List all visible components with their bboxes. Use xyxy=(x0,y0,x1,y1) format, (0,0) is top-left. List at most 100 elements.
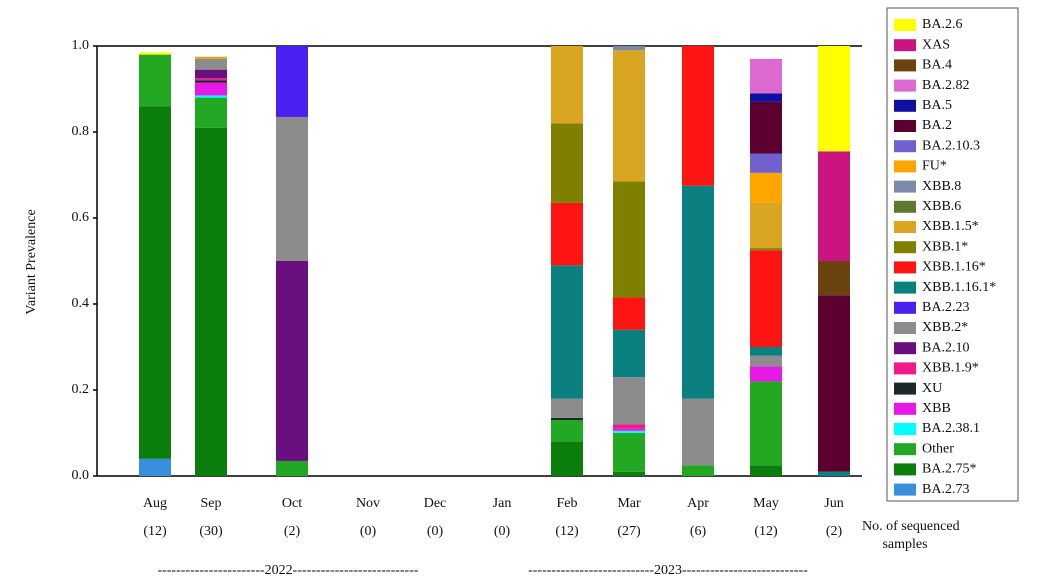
bar-segment xyxy=(750,250,782,347)
x-tick-label: Sep xyxy=(201,496,222,511)
legend-swatch xyxy=(894,180,916,193)
legend-swatch xyxy=(894,342,916,355)
bar-segment xyxy=(195,97,227,128)
legend-swatch xyxy=(894,281,916,294)
legend-label: Other xyxy=(922,441,954,456)
legend-swatch xyxy=(894,99,916,112)
legend-swatch xyxy=(894,382,916,395)
x-tick-label: Feb xyxy=(557,496,578,511)
legend-swatch xyxy=(894,120,916,132)
bar-segment xyxy=(750,172,782,203)
sample-count: (0) xyxy=(494,524,511,539)
legend-swatch xyxy=(894,301,916,314)
legend-swatch xyxy=(894,322,916,334)
x-tick-label: Jun xyxy=(824,496,843,511)
legend-swatch xyxy=(894,59,916,72)
bar-segment xyxy=(750,153,782,173)
bar-segment xyxy=(551,123,583,203)
legend-swatch xyxy=(894,402,916,415)
bar-segment xyxy=(750,355,782,367)
bar-segment xyxy=(682,465,714,476)
x-tick-label: Aug xyxy=(143,496,167,511)
y-axis-label: Variant Prevalence xyxy=(24,209,39,314)
bar-segment xyxy=(139,106,171,459)
legend-swatch xyxy=(894,39,916,52)
bar-segment xyxy=(276,116,308,261)
bar-segment xyxy=(613,329,645,378)
x-tick-label: Mar xyxy=(617,496,641,511)
bar-segment xyxy=(682,185,714,399)
legend-label: BA.2.10.3 xyxy=(922,138,980,153)
bar-segment xyxy=(750,366,782,382)
y-tick-label: 0.6 xyxy=(72,210,90,225)
bar-segment xyxy=(551,441,583,476)
bar-segment xyxy=(613,471,645,476)
legend-label: BA.2.75* xyxy=(922,462,976,477)
samples-note: samples xyxy=(882,537,927,552)
bar-segment xyxy=(750,101,782,154)
bar-segment xyxy=(195,127,227,476)
legend-label: XBB xyxy=(922,401,951,416)
legend-label: XBB.1.5* xyxy=(922,219,979,234)
legend-label: BA.2.10 xyxy=(922,340,969,355)
y-tick-label: 1.0 xyxy=(72,38,90,53)
bar-segment xyxy=(750,202,782,249)
bar-segment xyxy=(750,347,782,356)
bar-segment xyxy=(613,430,645,433)
bar-segment xyxy=(750,248,782,251)
legend-label: XU xyxy=(922,381,942,396)
bar-segment xyxy=(750,58,782,94)
x-tick-label: Dec xyxy=(424,496,447,511)
legend-swatch xyxy=(894,483,916,496)
legend-swatch xyxy=(894,160,916,173)
legend-swatch xyxy=(894,443,916,456)
legend-label: BA.2.6 xyxy=(922,17,962,32)
legend-label: XBB.2* xyxy=(922,320,968,335)
y-tick-label: 0.2 xyxy=(72,382,90,397)
legend-swatch xyxy=(894,241,916,254)
sample-count: (6) xyxy=(690,524,707,539)
legend-label: BA.2.73 xyxy=(922,482,969,497)
legend-swatch xyxy=(894,221,916,233)
legend-label: XBB.1* xyxy=(922,239,968,254)
bar-segment xyxy=(551,417,583,421)
bar-segment xyxy=(139,458,171,476)
x-tick-label: Nov xyxy=(356,496,380,511)
bar-segment xyxy=(195,58,227,70)
bar-segment xyxy=(551,202,583,266)
legend-label: BA.4 xyxy=(922,58,952,73)
sample-count: (12) xyxy=(555,524,579,539)
legend-label: FU* xyxy=(922,159,947,174)
bar-segment xyxy=(613,50,645,182)
bar-segment xyxy=(551,398,583,418)
bar-segment xyxy=(195,78,227,81)
sample-count: (12) xyxy=(143,524,167,539)
bar-segment xyxy=(139,54,171,107)
bar-segment xyxy=(195,80,227,83)
legend-label: BA.5 xyxy=(922,98,952,113)
sample-count: (0) xyxy=(360,524,377,539)
legend-label: BA.2 xyxy=(922,118,952,133)
samples-note: No. of sequenced xyxy=(862,519,960,534)
bar-segment xyxy=(195,69,227,79)
bar-segment xyxy=(613,424,645,429)
bar-segment xyxy=(818,151,850,261)
bar-segment xyxy=(613,428,645,431)
legend-swatch xyxy=(894,463,916,476)
legend-swatch xyxy=(894,19,916,31)
legend-label: BA.2.23 xyxy=(922,300,969,315)
legend-label: XBB.1.16* xyxy=(922,260,986,275)
bar-segment xyxy=(750,93,782,102)
year-label: -----------------------2022-------------… xyxy=(157,563,418,578)
legend-label: XBB.8 xyxy=(922,179,961,194)
bar-segment xyxy=(195,95,227,98)
legend-swatch xyxy=(894,362,916,375)
bar-segment xyxy=(276,460,308,476)
legend-label: XBB.1.16.1* xyxy=(922,280,996,295)
bar-segment xyxy=(682,398,714,466)
bar-segment xyxy=(195,56,227,59)
y-tick-label: 0.8 xyxy=(72,124,90,139)
bar-segment xyxy=(551,265,583,399)
bar-segment xyxy=(613,181,645,298)
